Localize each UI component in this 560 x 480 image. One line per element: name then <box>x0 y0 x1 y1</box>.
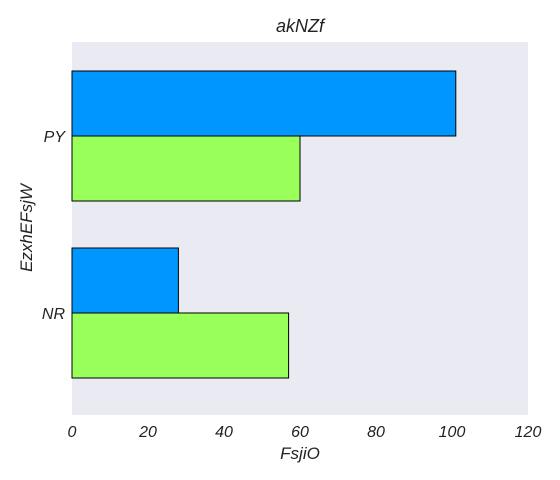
y-axis-label: EzxhEFsjW <box>17 182 36 272</box>
x-tick-labels: 0 20 40 60 80 100 120 <box>68 424 542 441</box>
bars-group <box>71 70 457 379</box>
x-tick-label-80: 80 <box>367 424 385 441</box>
bar-py-series-1 <box>71 70 457 137</box>
x-tick-label-40: 40 <box>215 424 233 441</box>
bar-py-series-2 <box>71 135 301 202</box>
x-tick-label-120: 120 <box>515 424 542 441</box>
y-tick-labels: PY NR <box>42 129 66 323</box>
y-tick-label-py: PY <box>44 129 67 146</box>
bar-nr-series-2 <box>71 312 290 379</box>
x-tick-label-100: 100 <box>439 424 466 441</box>
x-tick-label-0: 0 <box>68 424 77 441</box>
chart-title: akNZf <box>276 16 326 36</box>
y-tick-label-nr: NR <box>42 306 66 323</box>
x-axis-label: FsjiO <box>280 444 320 463</box>
x-tick-label-60: 60 <box>291 424 309 441</box>
bar-nr-series-1 <box>71 247 179 314</box>
x-tick-label-20: 20 <box>138 424 157 441</box>
